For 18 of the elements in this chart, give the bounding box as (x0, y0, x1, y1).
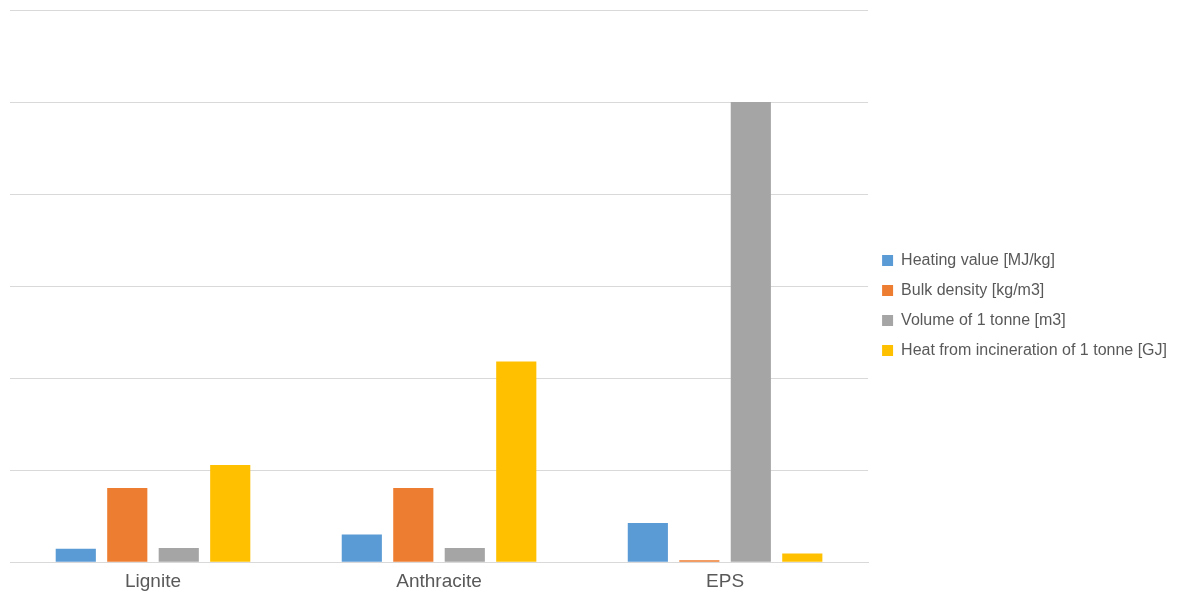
x-tick-label: EPS (706, 569, 745, 591)
legend-label: Heat from incineration of 1 tonne [GJ] (901, 340, 1168, 358)
bar (107, 488, 148, 562)
bar (496, 361, 537, 562)
bar (444, 547, 485, 562)
bar (158, 547, 199, 562)
legend-label: Heating value [MJ/kg] (901, 250, 1055, 268)
bar (55, 548, 96, 562)
bar (730, 102, 771, 562)
x-tick-label: Lignite (125, 569, 182, 591)
legend-label: Bulk density [kg/m3] (901, 280, 1045, 298)
bar (782, 553, 823, 562)
bar (393, 488, 434, 562)
bar (210, 465, 251, 562)
bar (341, 534, 382, 562)
bar (627, 523, 668, 562)
legend-label: Volume of 1 tonne [m3] (901, 310, 1066, 328)
x-tick-label: Anthracite (396, 569, 482, 591)
